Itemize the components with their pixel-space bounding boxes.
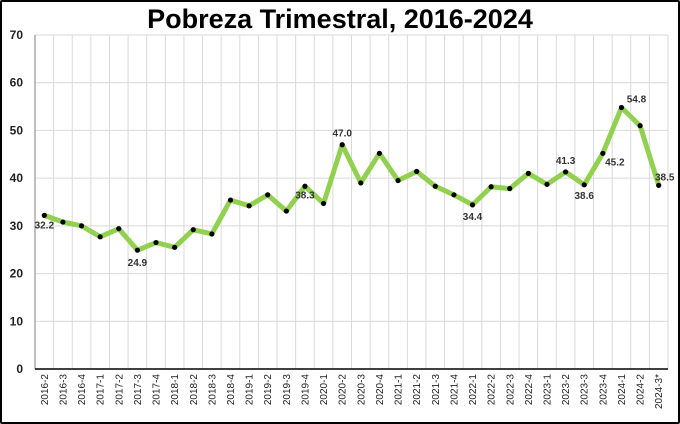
x-tick-label: 2020-3 xyxy=(356,374,367,406)
gridlines xyxy=(35,34,669,369)
data-point xyxy=(451,192,457,198)
x-tick-label: 2017-2 xyxy=(114,374,125,406)
x-tick-label: 2023-3 xyxy=(580,374,591,406)
y-tick-labels: 0 10 20 30 40 50 60 70 xyxy=(10,28,24,376)
data-point xyxy=(488,184,494,190)
x-tick-label: 2022-1 xyxy=(468,374,479,406)
y-tick-label: 40 xyxy=(10,171,24,185)
x-tick-label: 2017-4 xyxy=(152,374,163,406)
x-tick-label: 2018-3 xyxy=(207,374,218,406)
x-tick-label: 2021-1 xyxy=(394,374,405,406)
x-tick-label: 2020-4 xyxy=(375,374,386,406)
data-point xyxy=(227,197,234,203)
x-tick-label: 2022-2 xyxy=(487,374,498,406)
data-point xyxy=(60,219,66,225)
y-tick-label: 0 xyxy=(16,362,23,376)
data-point xyxy=(97,234,103,240)
axes xyxy=(34,35,668,370)
x-tick-label: 2016-2 xyxy=(40,374,51,406)
y-tick-label: 50 xyxy=(10,123,24,137)
data-point xyxy=(209,231,215,237)
data-point xyxy=(581,182,587,188)
x-tick-label: 2023-1 xyxy=(542,374,553,406)
x-tick-label: 2018-2 xyxy=(189,374,200,406)
series-poverty xyxy=(41,105,662,253)
data-label: 38.5 xyxy=(655,172,675,183)
x-tick-label: 2017-1 xyxy=(96,374,107,406)
data-point xyxy=(116,226,122,232)
data-point xyxy=(358,180,364,186)
data-point xyxy=(376,150,383,156)
data-point xyxy=(600,150,606,156)
data-point xyxy=(172,244,178,250)
x-tick-label: 2022-4 xyxy=(524,374,535,406)
x-tick-label: 2019-2 xyxy=(263,374,274,406)
data-point xyxy=(302,183,308,189)
y-tick-label: 60 xyxy=(10,76,24,90)
x-tick-label: 2023-4 xyxy=(598,374,609,406)
y-tick-label: 70 xyxy=(10,28,24,42)
data-point xyxy=(469,202,476,208)
data-point xyxy=(414,168,420,175)
data-label: 38.3 xyxy=(295,190,315,201)
data-label: 38.6 xyxy=(574,191,594,202)
data-point xyxy=(525,170,531,176)
series-line xyxy=(41,105,662,253)
data-point xyxy=(320,200,327,207)
x-tick-label: 2017-3 xyxy=(133,374,144,406)
data-point xyxy=(507,186,513,192)
chart-title: Pobreza Trimestral, 2016-2024 xyxy=(147,4,533,34)
data-point xyxy=(656,182,662,188)
x-tick-label: 2018-1 xyxy=(170,374,181,406)
x-tick-label: 2021-3 xyxy=(431,374,442,406)
y-tick-label: 30 xyxy=(10,219,24,233)
x-tick-label: 2016-4 xyxy=(77,374,88,406)
data-points xyxy=(41,104,662,253)
x-tick-label: 2024-3* xyxy=(654,374,665,409)
data-point xyxy=(544,181,550,187)
data-point xyxy=(432,183,438,189)
data-label: 54.8 xyxy=(627,95,647,106)
data-point xyxy=(283,208,289,214)
data-point xyxy=(618,104,625,111)
x-tick-label: 2021-2 xyxy=(412,374,423,406)
x-tick-label: 2024-1 xyxy=(617,374,628,406)
x-tick-label: 2018-4 xyxy=(226,374,237,406)
y-tick-label: 20 xyxy=(10,267,24,281)
data-label: 34.4 xyxy=(463,212,483,223)
x-tick-label: 2023-2 xyxy=(561,374,572,406)
x-tick-label: 2019-3 xyxy=(282,374,293,406)
data-point xyxy=(78,223,85,229)
data-point xyxy=(339,142,345,148)
x-tick-labels: 2016-2 2016-3 2016-4 2017-1 2017-2 2017-3 2017… xyxy=(40,374,665,409)
data-label: 32.2 xyxy=(35,220,55,231)
x-tick-label: 2016-3 xyxy=(58,374,69,406)
data-labels: 32.2 24.9 38.3 47.0 34.4 41.3 38.6 45.2 54.8 38.5 xyxy=(35,95,675,270)
x-tick-label: 2020-2 xyxy=(338,374,349,406)
data-point xyxy=(395,177,401,184)
x-tick-label: 2024-2 xyxy=(636,374,647,406)
data-label: 45.2 xyxy=(605,157,625,168)
data-point xyxy=(41,212,47,218)
x-tick-label: 2019-4 xyxy=(300,374,311,406)
data-point xyxy=(246,203,252,209)
data-label: 47.0 xyxy=(332,129,352,140)
x-tick-label: 2019-1 xyxy=(245,374,256,406)
data-point xyxy=(563,169,569,175)
data-label: 41.3 xyxy=(556,156,576,167)
data-point xyxy=(153,239,159,246)
y-tick-label: 10 xyxy=(10,314,24,328)
x-tick-label: 2021-4 xyxy=(449,374,460,406)
data-point xyxy=(265,192,271,198)
x-tick-label: 2020-1 xyxy=(319,374,330,406)
data-point xyxy=(134,247,140,253)
data-point xyxy=(637,123,643,129)
data-point xyxy=(190,227,196,233)
data-label: 24.9 xyxy=(128,258,148,269)
x-tick-label: 2022-3 xyxy=(505,374,516,406)
